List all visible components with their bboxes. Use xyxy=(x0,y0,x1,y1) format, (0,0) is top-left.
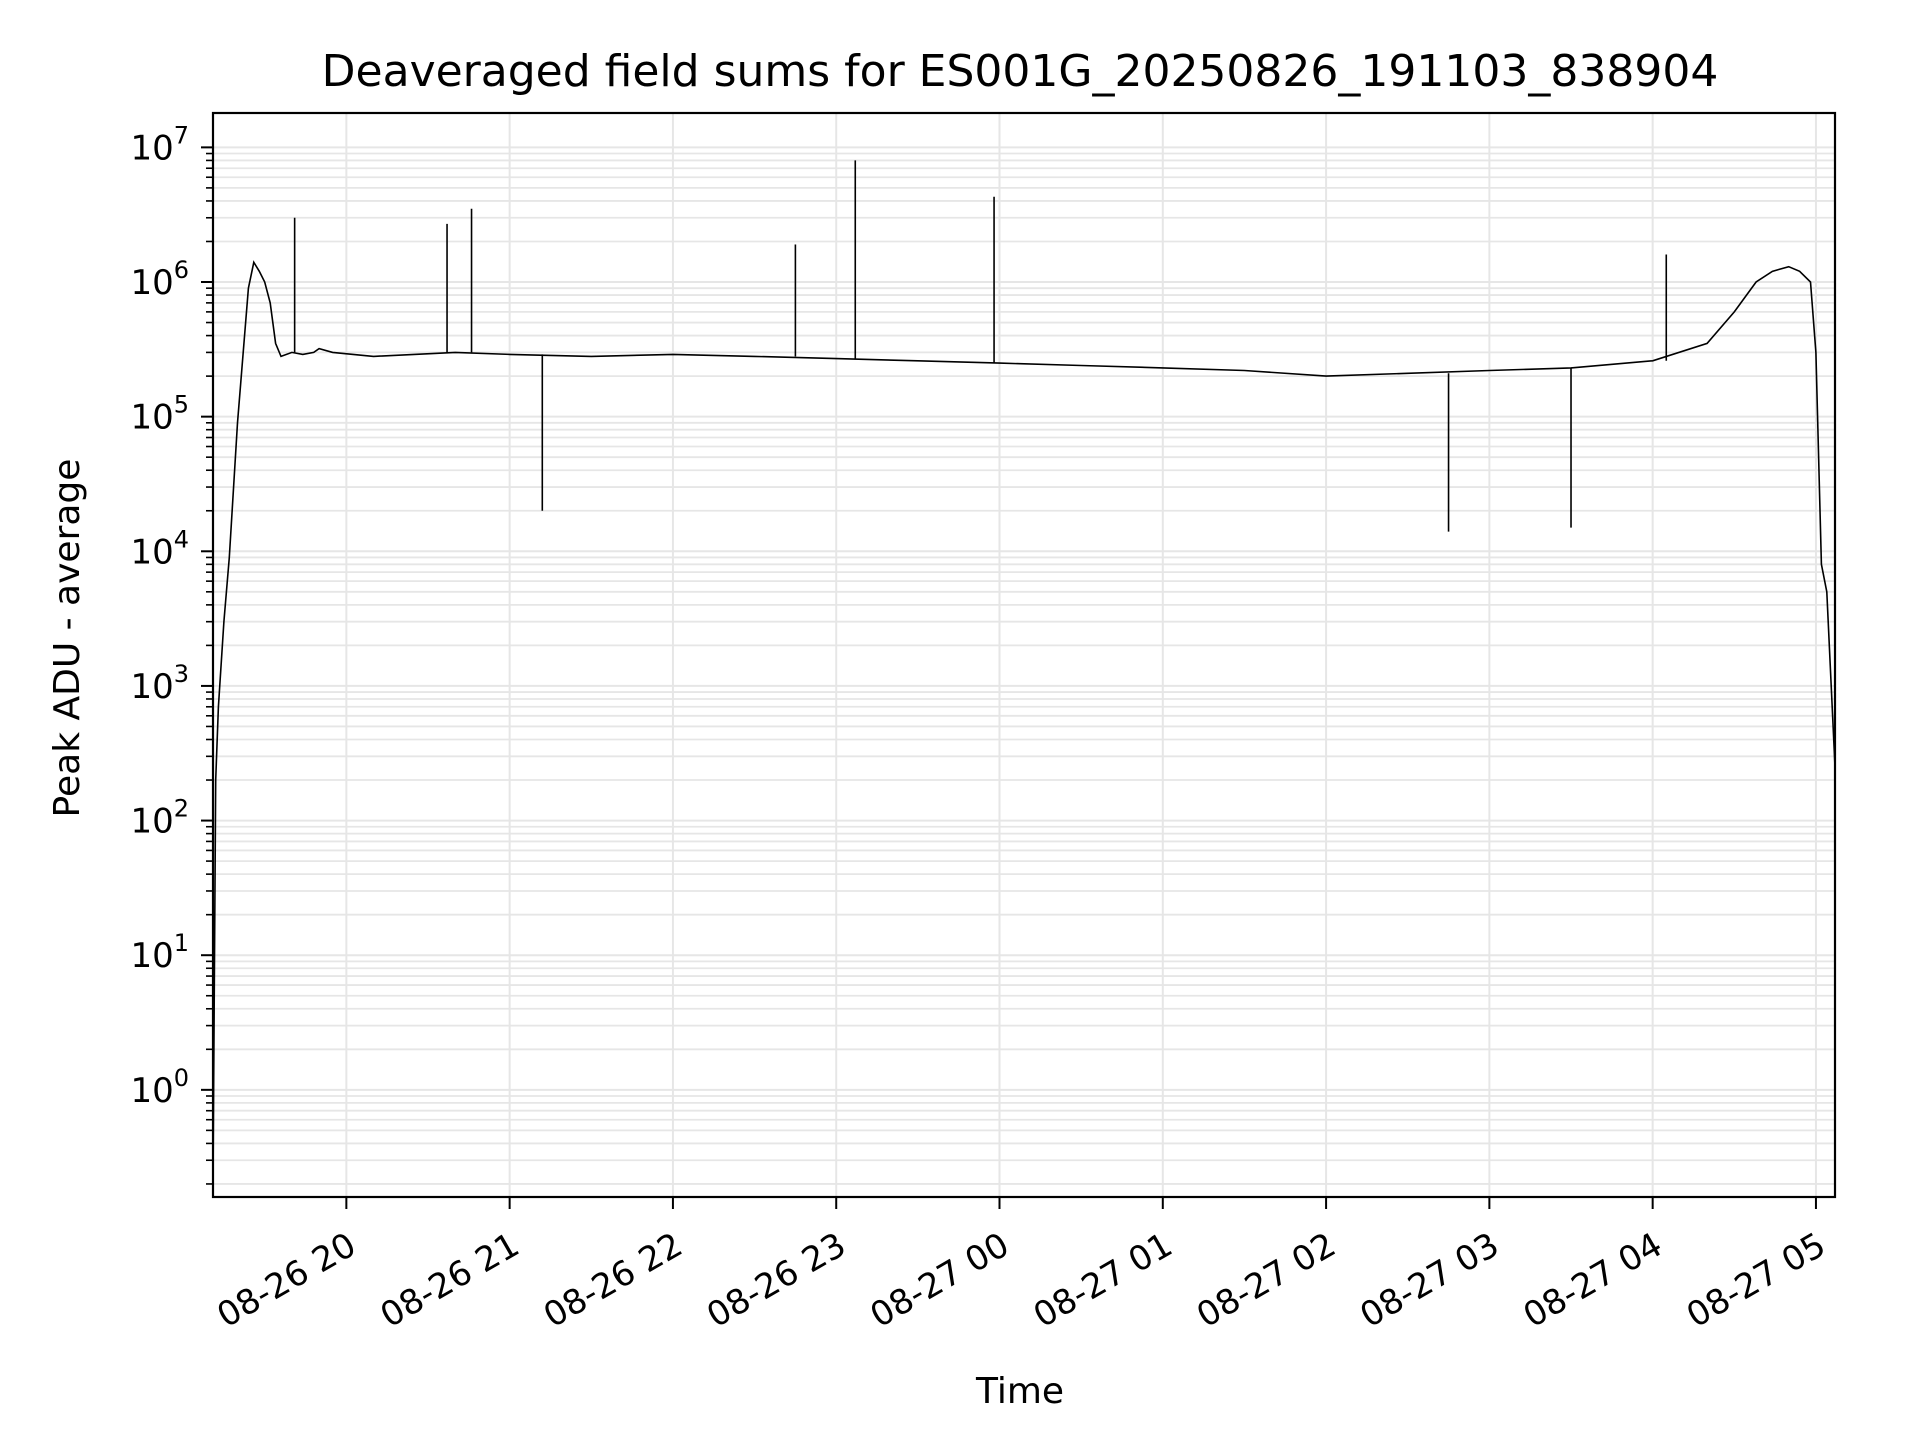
y-tick-base: 10 xyxy=(130,532,173,572)
y-axis-label: Peak ADU - average xyxy=(47,459,88,818)
y-tick-base: 10 xyxy=(130,667,173,707)
plot-frame xyxy=(211,111,1837,1199)
y-tick-label: 100 xyxy=(130,1064,189,1111)
y-tick-base: 10 xyxy=(130,128,173,168)
series-layer xyxy=(212,160,1836,1185)
y-tick-label: 107 xyxy=(130,121,189,168)
y-tick-label: 104 xyxy=(130,525,189,572)
chart-title: Deaveraged field sums for ES001G_2025082… xyxy=(322,46,1719,97)
y-tick-label: 106 xyxy=(130,256,189,303)
x-axis-label: Time xyxy=(975,1371,1064,1412)
y-tick-exponent: 5 xyxy=(174,391,189,419)
grid xyxy=(213,113,1835,1197)
y-tick-base: 10 xyxy=(130,398,173,438)
y-tick-base: 10 xyxy=(130,936,173,976)
series-line xyxy=(212,260,1836,1185)
y-tick-label: 105 xyxy=(130,391,189,438)
y-tick-exponent: 3 xyxy=(174,660,189,688)
y-tick-exponent: 0 xyxy=(174,1064,189,1092)
y-tick-label: 101 xyxy=(130,929,189,976)
y-tick-label: 103 xyxy=(130,660,189,707)
y-tick-base: 10 xyxy=(130,1071,173,1111)
y-tick-exponent: 2 xyxy=(174,795,189,823)
y-tick-exponent: 7 xyxy=(174,121,189,149)
y-tick-exponent: 1 xyxy=(174,929,189,957)
y-tick-exponent: 6 xyxy=(174,256,189,284)
y-tick-base: 10 xyxy=(130,263,173,303)
y-tick-label: 102 xyxy=(130,795,189,842)
y-tick-exponent: 4 xyxy=(174,525,189,553)
y-tick-base: 10 xyxy=(130,802,173,842)
